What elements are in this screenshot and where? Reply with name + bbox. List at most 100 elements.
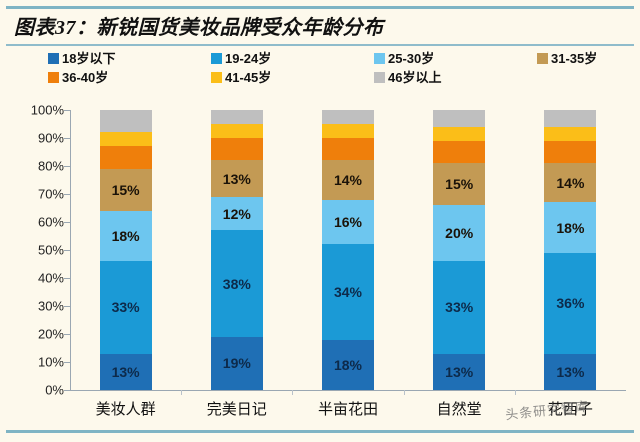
bar-segment[interactable]: 12% [210,196,263,231]
bar-segment[interactable]: 38% [210,230,263,337]
bar-value-label: 18% [333,356,363,373]
bar-value-label: 20% [445,225,474,242]
bar-segment[interactable]: 13% [433,353,486,390]
bar-value-label: 33% [445,299,474,316]
x-axis-category-label: 花西子 [547,401,593,418]
legend-item[interactable]: 36-40岁 [48,71,108,84]
bar-segment[interactable] [433,140,486,164]
y-axis-tick [64,250,70,251]
stacked-bar[interactable]: 14% 16% 34% 18% [322,110,374,390]
bar-value-label: 13% [111,363,140,380]
bar-segment[interactable]: 13% [544,353,597,390]
bar-segment[interactable]: 14% [544,163,597,203]
bar-value-label: 14% [556,174,585,191]
legend-label: 36-40岁 [62,70,109,85]
bar-segment[interactable] [322,110,374,125]
bar-segment[interactable]: 36% [544,252,597,354]
y-axis-tick-label: 40% [37,270,64,286]
bar-value-label: 18% [556,219,585,236]
bar-segment[interactable]: 15% [433,163,486,206]
bar-segment[interactable] [99,132,152,147]
stacked-bar[interactable]: 13% 12% 38% 19% [210,110,263,390]
bar-segment[interactable] [99,146,152,169]
stacked-bar[interactable]: 15% 20% 33% 13% [433,110,486,390]
legend-swatch-icon [48,72,59,83]
y-axis-tick-label: 20% [37,326,64,342]
y-axis-tick [64,390,70,391]
page-title: 图表37：新锐国货美妆品牌受众年龄分布 [14,17,384,39]
bar-segment[interactable]: 20% [433,205,486,262]
bar-segment[interactable]: 13% [210,160,263,197]
y-axis-tick [64,306,70,307]
stacked-bar[interactable]: 15% 18% 33% 13% [99,110,152,390]
legend-item[interactable]: 25-30岁 [374,52,434,65]
bar-value-label: 33% [111,299,140,316]
y-axis-tick [64,222,70,223]
bar-segment[interactable] [544,140,597,164]
bar-segment[interactable]: 18% [322,339,374,390]
y-axis-tick [64,194,70,195]
legend-item[interactable]: 31-35岁 [537,52,597,65]
legend-item[interactable]: 41-45岁 [211,71,271,84]
bar-segment[interactable]: 33% [99,261,152,354]
bar-value-label: 38% [222,275,251,292]
y-axis-tick [64,278,70,279]
bar-segment[interactable] [210,110,263,125]
legend-swatch-icon [211,72,222,83]
bar-segment[interactable]: 34% [322,244,374,340]
legend-item[interactable]: 18岁以下 [48,52,115,65]
bar-segment[interactable]: 15% [99,168,152,211]
bar-value-label: 13% [222,170,251,187]
y-axis-tick-label: 100% [30,102,64,118]
y-axis-line [70,110,71,391]
legend-label: 41-45岁 [225,70,272,85]
bar-segment[interactable]: 16% [322,199,374,245]
x-axis-tick [292,390,294,395]
bar-segment[interactable] [544,126,597,141]
bar-segment[interactable]: 18% [99,210,152,262]
legend-swatch-icon [374,72,385,83]
legend-item[interactable]: 46岁以上 [374,71,441,84]
bar-segment[interactable] [544,110,597,127]
y-axis-tick [64,334,70,335]
bar-segment[interactable] [210,138,263,161]
x-axis-tick [181,390,183,395]
bar-segment[interactable] [99,110,152,133]
bar-value-label: 14% [333,172,363,189]
bar-segment[interactable]: 13% [99,353,152,390]
legend-swatch-icon [537,53,548,64]
x-axis-tick [403,390,405,395]
bar-segment[interactable]: 14% [322,160,374,200]
y-axis-tick [64,110,70,111]
bar-segment[interactable]: 18% [544,202,597,253]
bar-value-label: 15% [111,181,140,198]
bar-value-label: 12% [222,205,251,222]
y-axis-tick-label: 90% [37,130,64,146]
y-axis-tick-label: 10% [37,354,64,370]
legend-label: 46岁以上 [388,70,442,85]
x-axis-category-label: 美妆人群 [95,401,156,418]
stacked-bar[interactable]: 14% 18% 36% 13% [544,110,597,390]
y-axis-tick [64,166,70,167]
bar-segment[interactable]: 33% [433,261,486,354]
legend-item[interactable]: 19-24岁 [211,52,271,65]
y-axis-tick-label: 70% [37,186,64,202]
y-axis-tick [64,138,70,139]
y-axis-tick-label: 60% [37,214,64,230]
bar-segment[interactable] [322,138,374,161]
x-axis-category-label: 半亩花田 [317,401,378,418]
y-axis-tick-label: 0% [45,382,64,398]
bottom-divider [6,430,634,433]
bar-value-label: 34% [333,284,363,301]
bar-value-label: 16% [333,214,363,231]
x-axis-category-label: 自然堂 [436,401,482,418]
x-axis-line [70,390,626,391]
title-divider [6,44,634,46]
bar-segment[interactable] [433,110,486,127]
bar-value-label: 13% [445,363,474,380]
y-axis-tick [64,362,70,363]
bar-segment[interactable]: 19% [210,336,263,390]
bar-segment[interactable] [210,124,263,139]
bar-segment[interactable] [322,124,374,139]
bar-segment[interactable] [433,126,486,141]
